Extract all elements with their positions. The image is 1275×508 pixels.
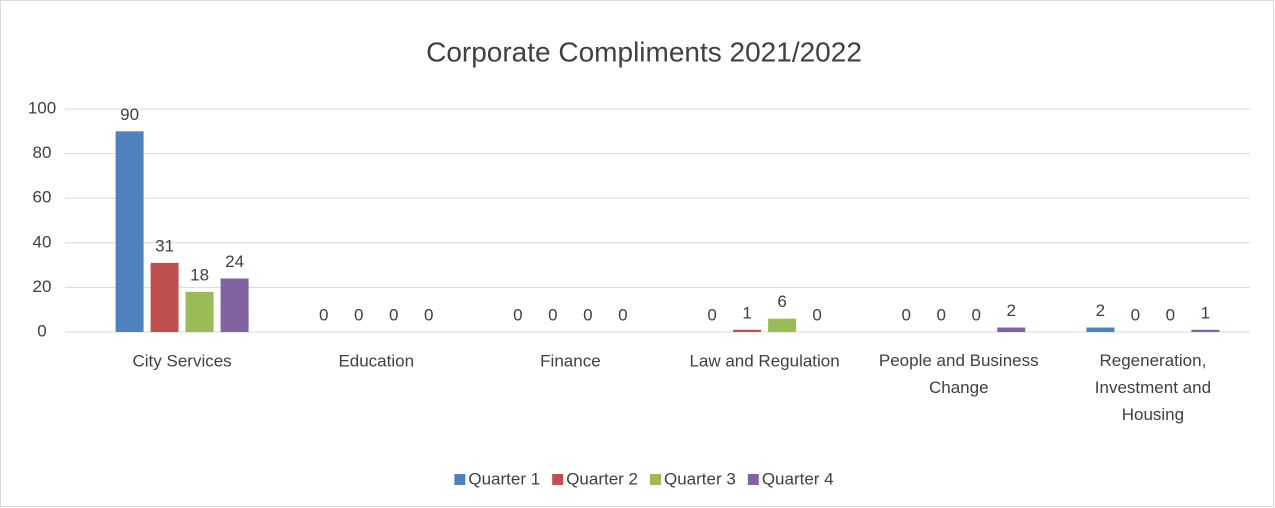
y-tick-label: 40: [33, 232, 52, 251]
legend-swatch: [552, 474, 564, 485]
data-label: 0: [424, 305, 433, 324]
data-label: 2: [1007, 301, 1016, 320]
y-tick-label: 20: [33, 277, 52, 296]
data-label: 0: [812, 305, 821, 324]
data-label: 0: [937, 305, 946, 324]
bar: [185, 291, 214, 332]
legend-swatch: [650, 474, 661, 485]
data-label: 31: [155, 236, 174, 255]
bar: [997, 327, 1026, 332]
data-label: 0: [1166, 305, 1175, 324]
legend-label: Quarter 4: [762, 469, 834, 488]
legend-label: Quarter 3: [664, 469, 736, 488]
legend-swatch: [747, 474, 759, 485]
bar: [1086, 327, 1115, 332]
data-label: 0: [972, 305, 981, 324]
legend-swatch: [454, 474, 466, 485]
data-label: 2: [1096, 301, 1105, 320]
y-tick-label: 100: [28, 98, 56, 117]
bar: [733, 329, 762, 332]
chart-title: Corporate Compliments 2021/2022: [426, 36, 862, 67]
data-label: 0: [389, 305, 398, 324]
data-label: 0: [902, 305, 911, 324]
x-tick-label: Education: [338, 351, 414, 370]
bar: [150, 262, 179, 332]
data-label: 6: [777, 292, 786, 311]
legend-label: Quarter 1: [468, 469, 540, 488]
y-tick-label: 60: [33, 188, 52, 207]
data-label: 1: [1201, 303, 1210, 322]
bar: [1191, 329, 1220, 332]
data-label: 0: [1131, 305, 1140, 324]
data-label: 0: [618, 305, 627, 324]
data-label: 0: [319, 305, 328, 324]
x-tick-label: City Services: [132, 351, 231, 370]
bar: [115, 131, 144, 332]
x-tick-label: Regeneration, Investment and Housing: [1095, 351, 1211, 424]
data-label: 90: [120, 105, 139, 124]
x-tick-label: People and Business Change: [879, 351, 1039, 397]
bar: [220, 278, 249, 332]
x-tick-label: Finance: [540, 351, 600, 370]
y-tick-label: 80: [33, 143, 52, 162]
legend-label: Quarter 2: [566, 469, 638, 488]
bar: [768, 318, 797, 332]
data-label: 18: [190, 265, 209, 284]
data-label: 24: [225, 252, 244, 271]
data-label: 1: [742, 303, 751, 322]
data-label: 0: [583, 305, 592, 324]
data-label: 0: [354, 305, 363, 324]
data-label: 0: [513, 305, 522, 324]
y-tick-label: 0: [37, 321, 46, 340]
data-label: 0: [707, 305, 716, 324]
data-label: 0: [548, 305, 557, 324]
x-tick-label: Law and Regulation: [689, 351, 839, 370]
